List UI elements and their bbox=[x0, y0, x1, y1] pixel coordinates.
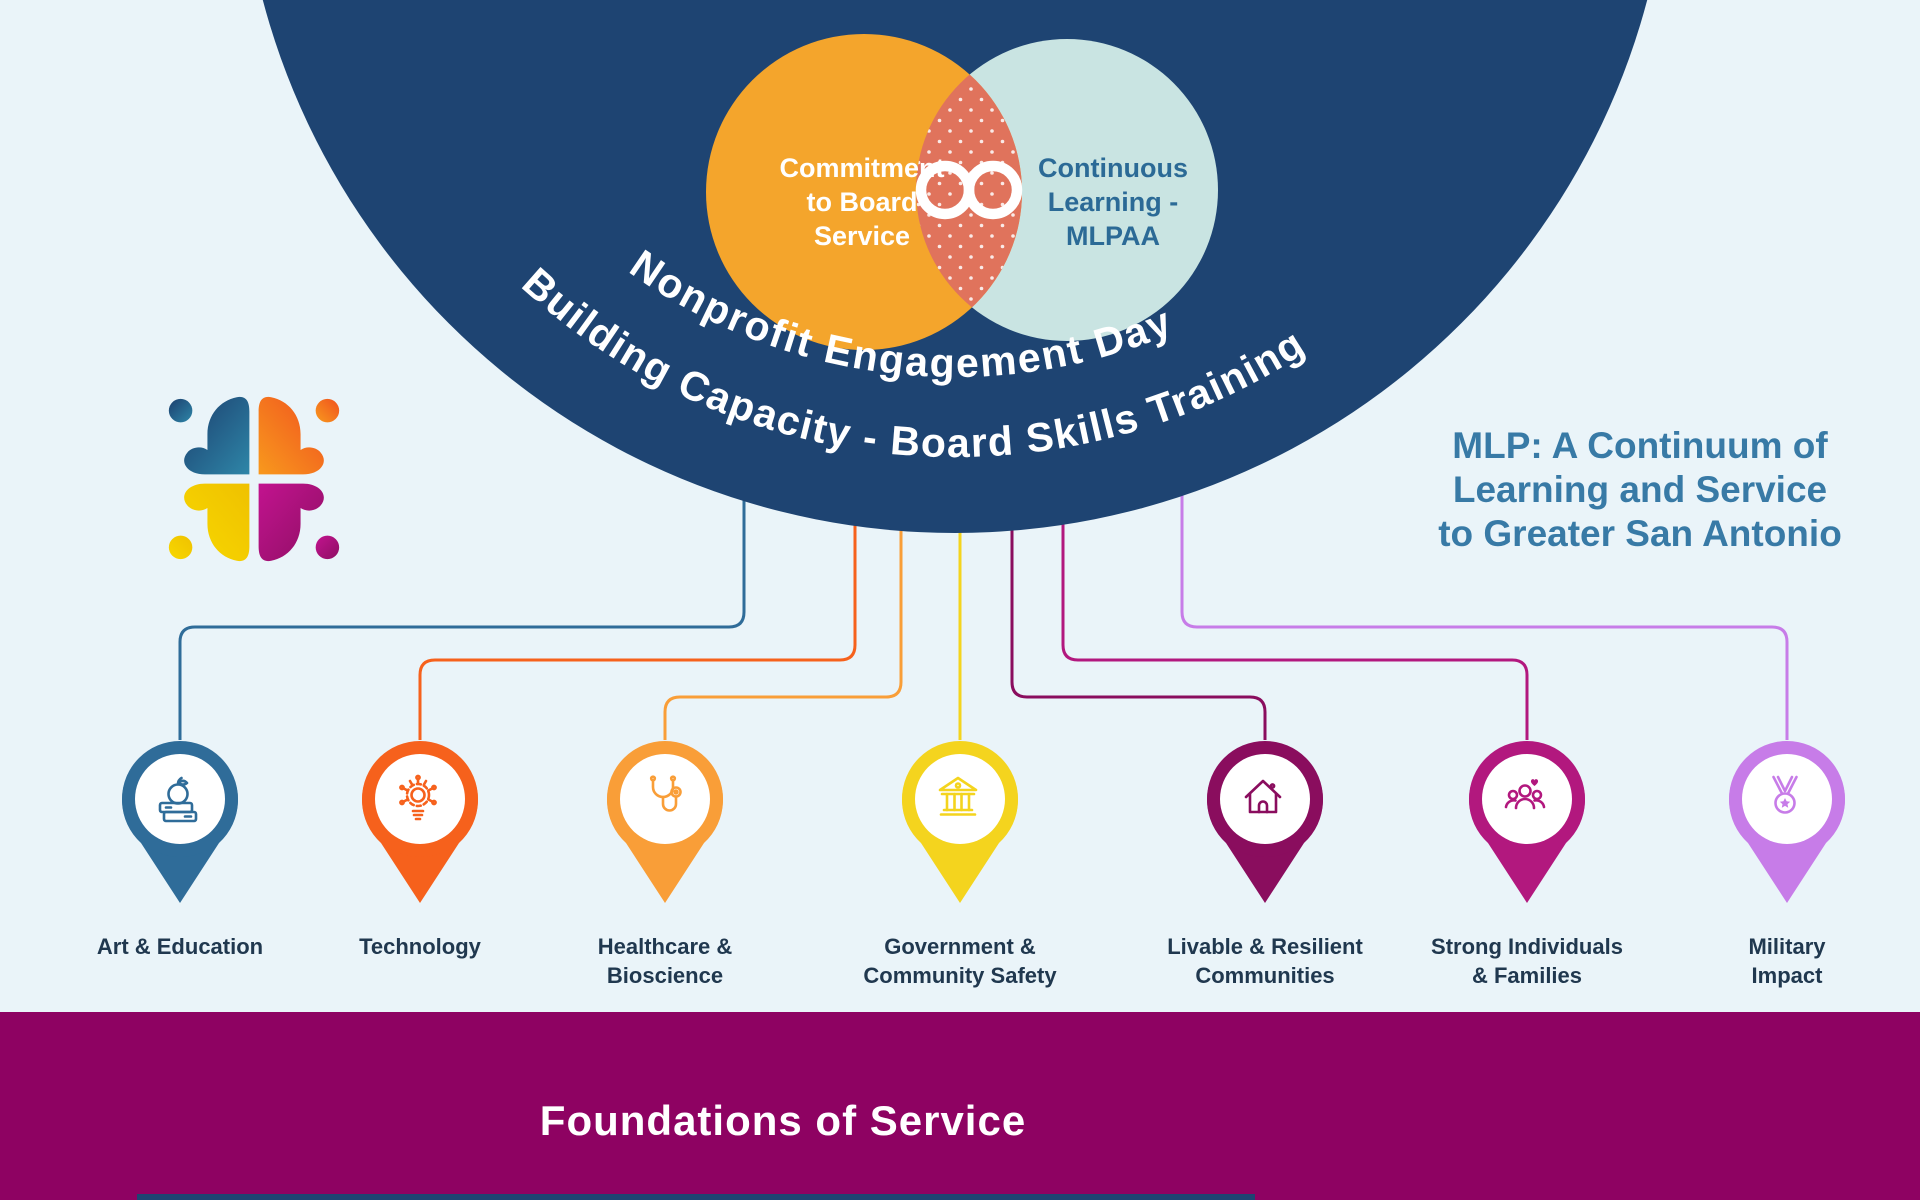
pin-government-community-safety: Government & Community Safety bbox=[863, 740, 1057, 988]
logo-person-top-right bbox=[258, 396, 340, 475]
banner-title: Foundations of Service bbox=[539, 1097, 1027, 1144]
pin-label: Healthcare & Bioscience bbox=[597, 934, 733, 988]
gear-circuit-icon bbox=[399, 774, 437, 821]
pin-label: Military Impact bbox=[1748, 934, 1826, 988]
medal-icon bbox=[1772, 775, 1798, 814]
pin-label: Strong Individuals & Families bbox=[1431, 934, 1623, 988]
pin-label: Government & Community Safety bbox=[863, 934, 1057, 988]
apple-books-icon bbox=[158, 776, 198, 823]
pin-technology: Technology bbox=[359, 740, 481, 959]
pin-strong-individuals-families: Strong Individuals & Families bbox=[1431, 740, 1623, 988]
community-pinwheel-logo bbox=[168, 393, 340, 565]
bottom-navy-strip bbox=[137, 1194, 1255, 1200]
pin-label: Livable & Resilient Communities bbox=[1167, 934, 1363, 988]
connector-art-education bbox=[178, 460, 746, 740]
dot-pattern bbox=[916, 39, 1022, 341]
pin-livable-resilient-communities: Livable & Resilient Communities bbox=[1167, 740, 1363, 988]
logo-person-bottom-left bbox=[168, 483, 250, 562]
connector-livable bbox=[1010, 488, 1267, 740]
pin-healthcare-bioscience: Healthcare & Bioscience bbox=[598, 740, 732, 988]
venn-label-continuous-learning: Continuous Learning - MLPAA bbox=[1038, 153, 1188, 251]
venn-intersection bbox=[916, 39, 1022, 341]
logo-person-bottom-right bbox=[258, 483, 340, 562]
connector-technology bbox=[418, 480, 857, 740]
government-building-icon bbox=[938, 776, 978, 816]
venn-diagram bbox=[706, 34, 1218, 350]
foundations-banner: Foundations of Service bbox=[0, 1012, 1920, 1200]
mlp-tagline: MLP: A Continuum of Learning and Service… bbox=[1438, 425, 1842, 554]
house-icon bbox=[1244, 779, 1282, 814]
connector-healthcare bbox=[663, 488, 903, 740]
pin-label: Art & Education bbox=[96, 934, 264, 959]
pin-art-education: Art & Education bbox=[97, 740, 263, 959]
connector-military bbox=[1180, 455, 1789, 740]
venn-label-board-service: Commitment to Board Service bbox=[779, 153, 945, 251]
infinity-icon bbox=[915, 160, 1023, 220]
pin-label: Technology bbox=[359, 934, 481, 959]
pin-military-impact: Military Impact bbox=[1727, 740, 1847, 988]
connector-lines bbox=[178, 455, 1789, 740]
connector-strong-families bbox=[1061, 480, 1529, 740]
stethoscope-icon bbox=[649, 775, 682, 812]
logo-person-top-left bbox=[168, 396, 250, 475]
logo-graphic bbox=[168, 396, 340, 562]
family-heart-icon bbox=[1504, 779, 1546, 810]
